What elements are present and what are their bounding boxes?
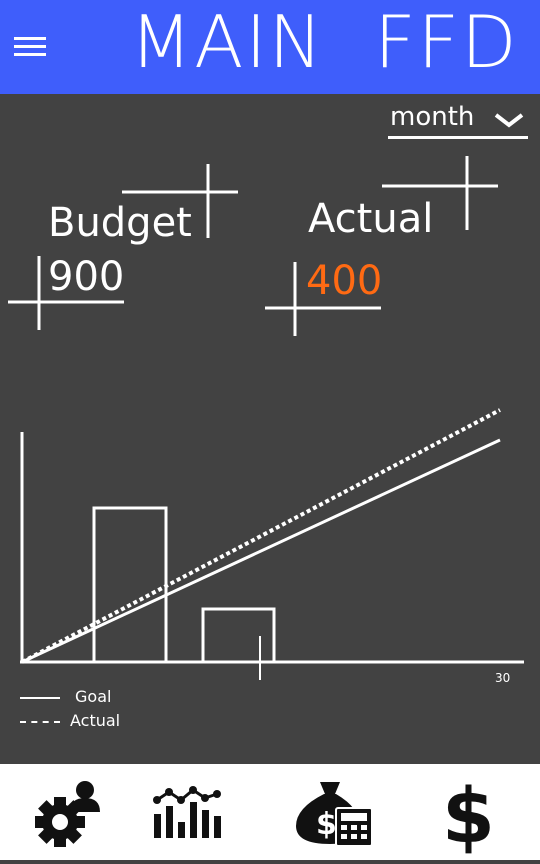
nav-stats[interactable]: [130, 764, 240, 860]
svg-text:$: $: [316, 807, 337, 842]
bottom-nav: $ $: [0, 764, 540, 860]
budget-label: Budget: [48, 200, 192, 246]
sketch-marks: [8, 156, 498, 336]
period-dropdown[interactable]: month: [388, 102, 528, 139]
nav-budget[interactable]: $: [280, 764, 390, 860]
dollar-icon: $: [442, 771, 495, 860]
nav-money[interactable]: $: [414, 764, 524, 860]
actual-line: [21, 408, 501, 664]
budget-value: 900: [48, 254, 125, 300]
hamburger-menu-icon[interactable]: [14, 34, 48, 58]
chevron-down-icon: [494, 113, 524, 128]
svg-text:$: $: [442, 771, 495, 860]
money-bag-calculator-icon: $: [296, 782, 373, 847]
chart-bar: [92, 506, 168, 664]
chart-bar: [201, 607, 276, 664]
chart: 30: [20, 408, 524, 685]
legend-swatch-dashed: [20, 721, 60, 723]
goal-line: [21, 438, 501, 664]
stats-canvas: 30: [8, 156, 524, 685]
bar-line-chart-icon: [153, 786, 221, 838]
actual-value: 400: [306, 258, 383, 304]
gear-user-icon: [35, 781, 100, 847]
page-title: MAIN FFD: [130, 0, 519, 84]
legend-label: Goal: [75, 687, 112, 706]
nav-settings[interactable]: [10, 764, 120, 860]
legend-swatch-solid: [20, 697, 60, 699]
actual-label: Actual: [308, 196, 434, 242]
legend-label: Actual: [70, 711, 121, 730]
app-header: MAIN FFD: [0, 0, 540, 94]
x-tick-label: 30: [495, 671, 510, 685]
period-dropdown-value: month: [390, 102, 475, 132]
